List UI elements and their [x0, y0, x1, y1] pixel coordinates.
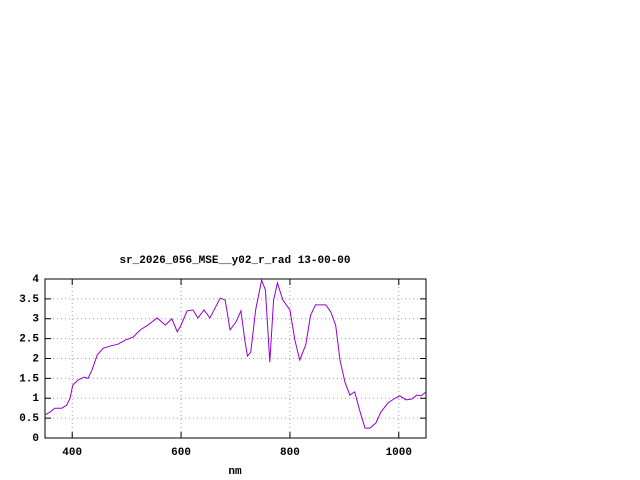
y-tick-label: 0 — [32, 433, 39, 445]
y-tick-label: 3 — [32, 314, 39, 326]
y-tick-label: 1 — [32, 393, 39, 405]
chart-title: sr_2026_056_MSE__y02_r_rad 13-00-00 — [119, 255, 350, 267]
y-tick-label: 0.5 — [19, 413, 39, 425]
x-tick-label: 800 — [280, 447, 300, 459]
plot-frame — [44, 278, 427, 439]
y-tick-label: 1.5 — [19, 373, 39, 385]
x-tick-label: 400 — [62, 447, 82, 459]
y-tick-label: 3.5 — [19, 294, 39, 306]
y-tick-label: 2 — [32, 353, 39, 365]
y-tick-label: 2.5 — [19, 334, 39, 346]
x-tick-label: 600 — [171, 447, 191, 459]
x-tick-label: 1000 — [386, 447, 412, 459]
x-axis-label: nm — [228, 466, 242, 478]
data-line — [44, 278, 427, 429]
y-tick-label: 4 — [32, 274, 39, 286]
